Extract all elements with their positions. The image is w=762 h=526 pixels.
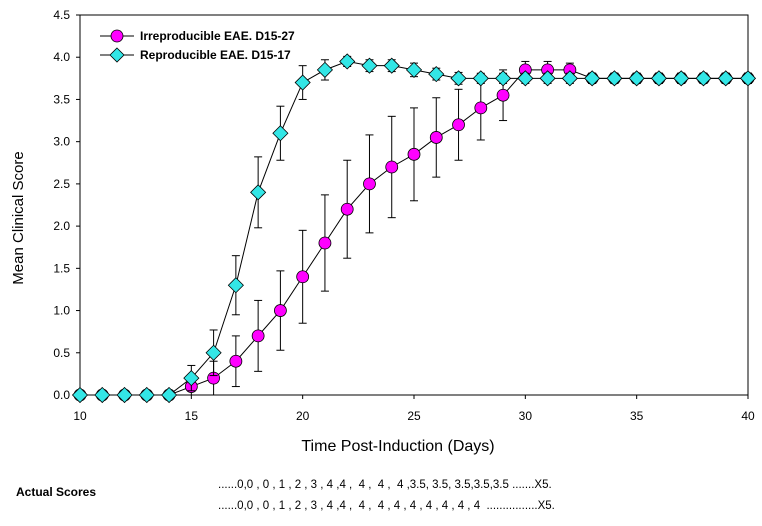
x-tick-label: 35 xyxy=(630,409,644,423)
data-point-reproducible xyxy=(316,61,333,78)
x-axis-ticks: 10 15 20 25 30 35 40 xyxy=(73,395,755,423)
data-point-reproducible xyxy=(450,70,467,87)
data-point-reproducible xyxy=(339,53,356,70)
y-tick-label: 2.5 xyxy=(53,177,70,191)
y-tick-label: 4.5 xyxy=(53,8,70,22)
data-point-reproducible xyxy=(383,57,400,74)
y-tick-label: 2.0 xyxy=(53,219,70,233)
data-point-reproducible xyxy=(428,66,445,83)
data-point-reproducible xyxy=(161,386,178,404)
y-tick-label: 3.0 xyxy=(53,135,70,149)
data-point-reproducible xyxy=(739,70,757,87)
data-point-reproducible xyxy=(94,386,111,404)
y-tick-label: 1.5 xyxy=(53,261,70,275)
data-point-irreproducible xyxy=(318,236,332,250)
markers-reproducible xyxy=(71,53,757,404)
error-bars-reproducible xyxy=(187,55,752,392)
y-tick-label: 3.5 xyxy=(53,92,70,106)
x-tick-label: 25 xyxy=(407,409,421,423)
data-point-reproducible xyxy=(517,70,534,87)
actual-scores-line-2: ......0,0 , 0 , 1 , 2 , 3 , 4 ,4 , 4 , 4… xyxy=(218,500,555,512)
legend-label-reproducible: Reproducible EAE. D15-17 xyxy=(140,48,291,62)
series-irreproducible xyxy=(73,60,755,402)
y-tick-label: 1.0 xyxy=(53,304,70,318)
data-point-irreproducible xyxy=(296,270,310,284)
data-point-reproducible xyxy=(495,70,512,87)
data-point-reproducible xyxy=(628,70,645,87)
data-point-reproducible xyxy=(138,386,155,404)
data-point-reproducible xyxy=(183,370,200,387)
data-point-reproducible xyxy=(561,70,578,87)
data-point-reproducible xyxy=(539,70,556,87)
data-point-reproducible xyxy=(250,184,267,201)
data-point-reproducible xyxy=(673,70,690,87)
x-tick-label: 15 xyxy=(185,409,199,423)
series-layer xyxy=(71,53,757,404)
data-point-reproducible xyxy=(116,386,133,404)
y-axis-ticks: 0.0 0.5 1.0 1.5 2.0 2.5 3.0 3.5 4.0 4.5 xyxy=(53,8,80,402)
data-point-reproducible xyxy=(405,61,423,78)
x-axis-title: Time Post-Induction (Days) xyxy=(301,438,494,455)
data-point-reproducible xyxy=(205,344,222,361)
legend: Irreproducible EAE. D15-27 Reproducible … xyxy=(100,29,295,63)
x-tick-label: 30 xyxy=(519,409,533,423)
data-point-irreproducible xyxy=(474,101,488,115)
data-point-reproducible xyxy=(717,70,734,87)
actual-scores-line-1: ......0,0 , 0 , 1 , 2 , 3 , 4 ,4 , 4 , 4… xyxy=(218,479,552,491)
y-tick-label: 4.0 xyxy=(53,50,70,64)
x-tick-label: 10 xyxy=(73,409,87,423)
data-point-irreproducible xyxy=(452,118,465,132)
error-bars-irreproducible xyxy=(187,60,752,396)
data-point-reproducible xyxy=(606,70,623,87)
data-point-irreproducible xyxy=(407,147,421,161)
legend-marker-reproducible xyxy=(109,47,125,63)
data-point-reproducible xyxy=(294,74,311,91)
data-point-irreproducible xyxy=(363,177,376,191)
data-point-reproducible xyxy=(361,57,378,74)
data-point-reproducible xyxy=(695,70,712,87)
data-point-irreproducible xyxy=(340,202,354,216)
data-point-irreproducible xyxy=(229,354,243,368)
data-point-reproducible xyxy=(650,70,667,87)
data-point-reproducible xyxy=(272,125,289,142)
data-point-irreproducible xyxy=(251,329,265,343)
legend-marker-irreproducible xyxy=(110,29,124,43)
x-tick-label: 20 xyxy=(296,409,310,423)
y-tick-label: 0.0 xyxy=(53,388,70,402)
data-point-reproducible xyxy=(472,70,489,87)
series-reproducible xyxy=(71,53,757,404)
clinical-score-chart: 0.0 0.5 1.0 1.5 2.0 2.5 3.0 3.5 4.0 4.5 10 15 20 25 3… xyxy=(10,8,757,455)
data-point-reproducible xyxy=(71,386,89,404)
data-point-irreproducible xyxy=(385,160,399,174)
data-point-reproducible xyxy=(584,70,601,87)
data-point-irreproducible xyxy=(273,304,287,317)
x-tick-label: 40 xyxy=(741,409,755,423)
data-point-irreproducible xyxy=(429,131,443,144)
data-point-irreproducible xyxy=(496,88,510,102)
legend-label-irreproducible: Irreproducible EAE. D15-27 xyxy=(140,29,295,43)
y-tick-label: 0.5 xyxy=(53,346,70,360)
actual-scores-label: Actual Scores xyxy=(16,485,97,499)
y-axis-title: Mean Clinical Score xyxy=(10,151,27,284)
data-point-reproducible xyxy=(227,277,244,294)
